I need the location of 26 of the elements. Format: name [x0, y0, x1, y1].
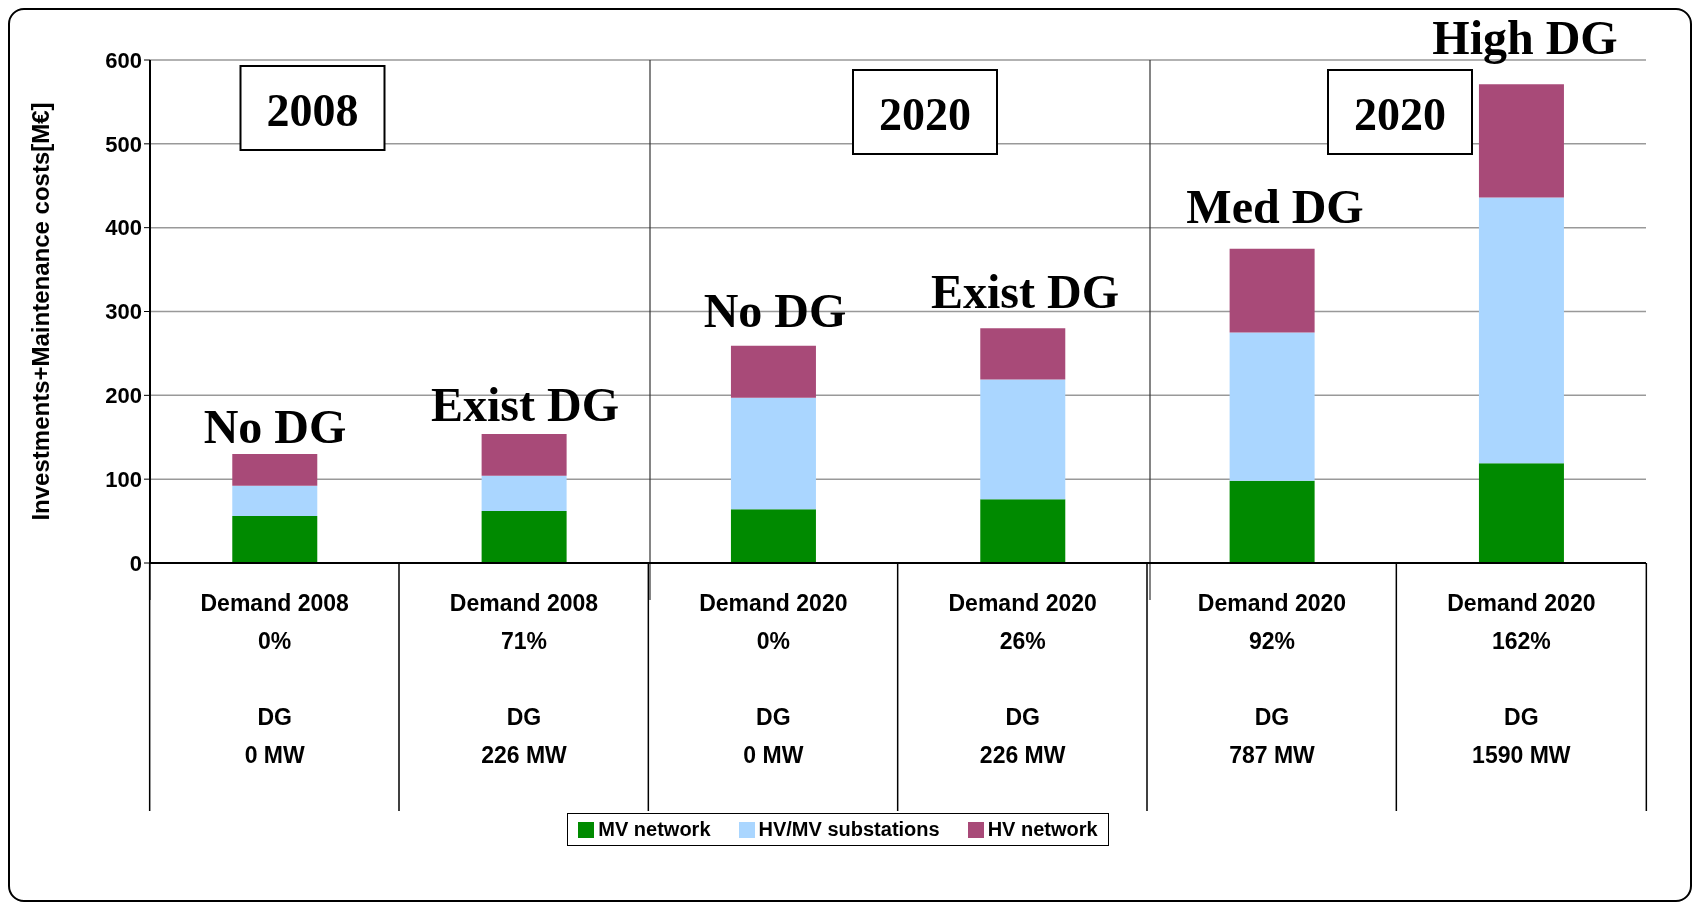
annotation: Med DG: [1186, 179, 1364, 233]
annotation: No DG: [703, 283, 847, 337]
category-label: Demand 2020 162% DG 1590 MW: [1447, 590, 1596, 768]
y-tick-label: 100: [105, 466, 142, 492]
annotation: High DG: [1432, 11, 1618, 64]
annotation: Exist DG: [930, 265, 1120, 318]
category-label: Demand 2008 71% DG 226 MW: [449, 590, 599, 768]
y-tick-label: 200: [105, 383, 142, 409]
y-tick-label: 400: [105, 215, 142, 241]
annotation: 2008: [266, 85, 359, 136]
y-tick-label: 300: [105, 299, 142, 325]
annotation: Exist DG: [430, 378, 620, 432]
category-label: Demand 2020 26% DG 226 MW: [948, 590, 1097, 768]
y-tick-label: 500: [105, 131, 142, 157]
category-label: Demand 2020 0% DG 0 MW: [699, 590, 848, 768]
y-tick-label: 0: [129, 550, 142, 576]
legend-label: MV network: [597, 818, 711, 841]
annotation: 2020: [879, 89, 971, 140]
annotation: 2020: [1354, 89, 1446, 140]
legend-label: HV/MV substations: [757, 818, 940, 841]
annotation: No DG: [203, 400, 347, 453]
category-label: Demand 2008 0% DG 0 MW: [200, 590, 349, 768]
category-label: Demand 2020 92% DG 787 MW: [1197, 590, 1347, 768]
y-tick-label: 600: [105, 47, 142, 73]
legend-label: HV network: [986, 818, 1098, 841]
y-axis-title: Investments+Maintenance costs[M€]: [26, 102, 54, 521]
